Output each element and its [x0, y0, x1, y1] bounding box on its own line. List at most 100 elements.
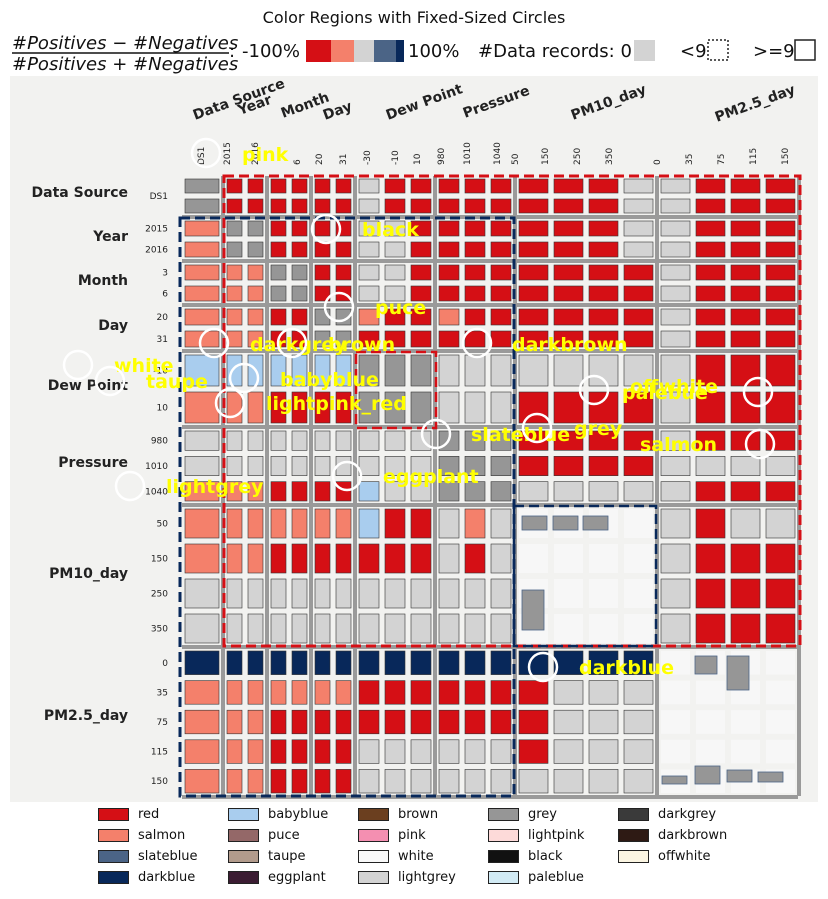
positive-region-border [222, 174, 802, 648]
matrix-cell [358, 709, 380, 735]
matrix-cell [358, 481, 380, 502]
matrix-cell [410, 241, 432, 258]
matrix-cell [438, 613, 460, 644]
row-tick-label: 10 [157, 404, 169, 414]
legend-item: salmon [98, 826, 185, 844]
matrix-cell [553, 285, 584, 302]
row-tick-label: 3 [162, 269, 168, 279]
matrix-cell [730, 543, 761, 574]
matrix-cell [291, 198, 308, 214]
matrix-cell [358, 178, 380, 194]
matrix-cell [270, 285, 287, 302]
matrix-cell [291, 709, 308, 735]
column-tick-label: 1040 [493, 142, 503, 165]
matrix-cell [335, 481, 352, 502]
matrix-cell [291, 391, 308, 424]
matrix-cell [335, 330, 352, 348]
matrix-cell [358, 578, 380, 609]
matrix-cell [226, 709, 243, 735]
matrix-cell [623, 198, 654, 214]
legend-swatch [488, 870, 519, 884]
matrix-cell [314, 481, 331, 502]
matrix-cell [270, 481, 287, 502]
matrix-cell [184, 456, 220, 476]
diagonal-histogram-bar [757, 771, 784, 783]
matrix-cell [553, 709, 584, 735]
region-marker-circle [276, 327, 308, 359]
diagonal-cell-empty [696, 710, 725, 734]
matrix-cell [226, 330, 243, 348]
region-marker-circle [521, 412, 553, 444]
matrix-cell [518, 739, 549, 764]
matrix-cell [314, 241, 331, 258]
legend-label: red [138, 806, 160, 822]
matrix-cell [270, 543, 287, 574]
matrix-cell [335, 543, 352, 574]
row-tick-label: 350 [151, 625, 168, 635]
matrix-cell [314, 508, 331, 539]
matrix-cell [695, 285, 726, 302]
row-tick-label: 20 [157, 313, 169, 323]
diagonal-histogram-bar [521, 589, 545, 631]
matrix-cell [588, 769, 619, 794]
column-tick-label: 115 [749, 148, 759, 165]
matrix-cell [553, 178, 584, 194]
diagonal-cell-empty [624, 614, 653, 643]
column-tick-label: 250 [573, 148, 583, 165]
matrix-cell [553, 241, 584, 258]
legend-label: offwhite [658, 848, 711, 864]
matrix-cell [730, 285, 761, 302]
matrix-cell [490, 739, 512, 764]
matrix-cell [518, 650, 549, 675]
diagonal-cell-empty [519, 544, 548, 573]
matrix-cell [384, 680, 406, 705]
matrix-cell [314, 220, 331, 237]
matrix-cell [247, 308, 264, 326]
matrix-cell [464, 481, 486, 502]
scale-min-label: -100% [242, 41, 300, 62]
matrix-cell [695, 543, 726, 574]
matrix-cell [588, 709, 619, 735]
row-tick-label: 75 [157, 718, 168, 728]
matrix-cell [490, 613, 512, 644]
region-marker-circle [742, 376, 774, 408]
matrix-cell [291, 220, 308, 237]
matrix-cell [588, 220, 619, 237]
matrix-cell [695, 430, 726, 451]
matrix-cell [660, 543, 691, 574]
legend-item: lightpink [488, 826, 584, 844]
matrix-cell [438, 456, 460, 476]
matrix-cell [314, 264, 331, 281]
matrix-cell [270, 178, 287, 194]
matrix-cell [335, 508, 352, 539]
matrix-cell [695, 220, 726, 237]
region-marker-circle [114, 470, 146, 502]
matrix-cell [384, 220, 406, 237]
matrix-cell [518, 391, 549, 424]
matrix-cell [730, 308, 761, 326]
legend-swatch [98, 828, 129, 842]
matrix-cell [660, 241, 691, 258]
scale-max-label: 100% [408, 41, 459, 62]
matrix-cell [765, 308, 796, 326]
matrix-cell [490, 456, 512, 476]
diagonal-cell-empty [589, 614, 618, 643]
row-tick-label: 1040 [145, 487, 168, 497]
matrix-cell [438, 739, 460, 764]
matrix-cell [623, 650, 654, 675]
column-tick-label: 20 [315, 153, 325, 165]
matrix-cell [247, 241, 264, 258]
matrix-cell [410, 613, 432, 644]
matrix-cell [384, 330, 406, 348]
matrix-cell [410, 264, 432, 281]
matrix-cell [247, 178, 264, 194]
matrix-cell [490, 198, 512, 214]
matrix-cell [270, 308, 287, 326]
column-tick-label: 10 [413, 153, 423, 165]
diagonal-cell-empty [766, 680, 795, 705]
column-tick-label: 35 [685, 154, 695, 165]
matrix-cell [314, 543, 331, 574]
matrix-cell [553, 481, 584, 502]
matrix-cell [314, 178, 331, 194]
